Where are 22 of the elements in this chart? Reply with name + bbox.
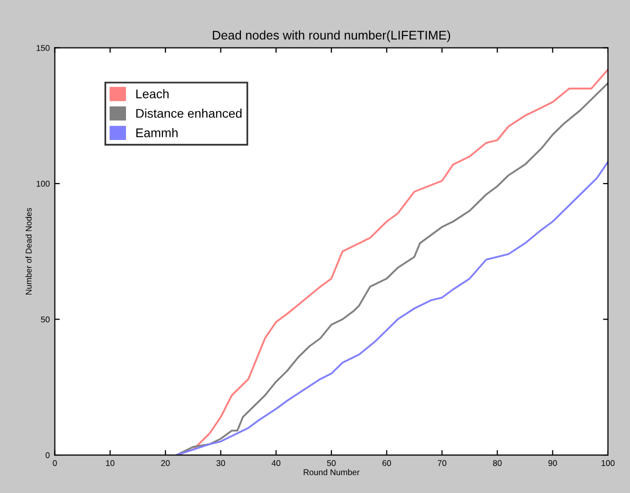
x-axis-title: Round Number bbox=[304, 469, 360, 476]
x-tick-label: 80 bbox=[493, 460, 502, 466]
chart-title: Dead nodes with round number(LIFETIME) bbox=[212, 30, 450, 42]
x-tick-label: 20 bbox=[161, 460, 170, 466]
y-tick-label: 0 bbox=[46, 452, 50, 458]
x-tick-label: 90 bbox=[548, 460, 557, 466]
y-tick-label: 100 bbox=[36, 180, 50, 187]
legend-label: Distance enhanced bbox=[136, 108, 242, 118]
legend-label: Leach bbox=[136, 89, 169, 98]
x-tick-label: 50 bbox=[327, 460, 336, 466]
x-tick-label: 70 bbox=[438, 460, 446, 466]
legend-label: Eammh bbox=[136, 128, 178, 138]
x-tick-label: 100 bbox=[602, 460, 615, 466]
y-tick-label: 150 bbox=[36, 45, 50, 51]
x-tick-label: 40 bbox=[272, 460, 280, 466]
x-tick-label: 60 bbox=[382, 460, 392, 466]
x-tick-label: 0 bbox=[52, 460, 57, 466]
x-tick-label: 10 bbox=[106, 460, 114, 466]
y-tick-label: 50 bbox=[41, 316, 50, 322]
x-tick-label: 30 bbox=[216, 460, 226, 466]
line-series bbox=[176, 160, 608, 456]
y-axis-title: Number of Dead Nodes bbox=[26, 208, 32, 295]
